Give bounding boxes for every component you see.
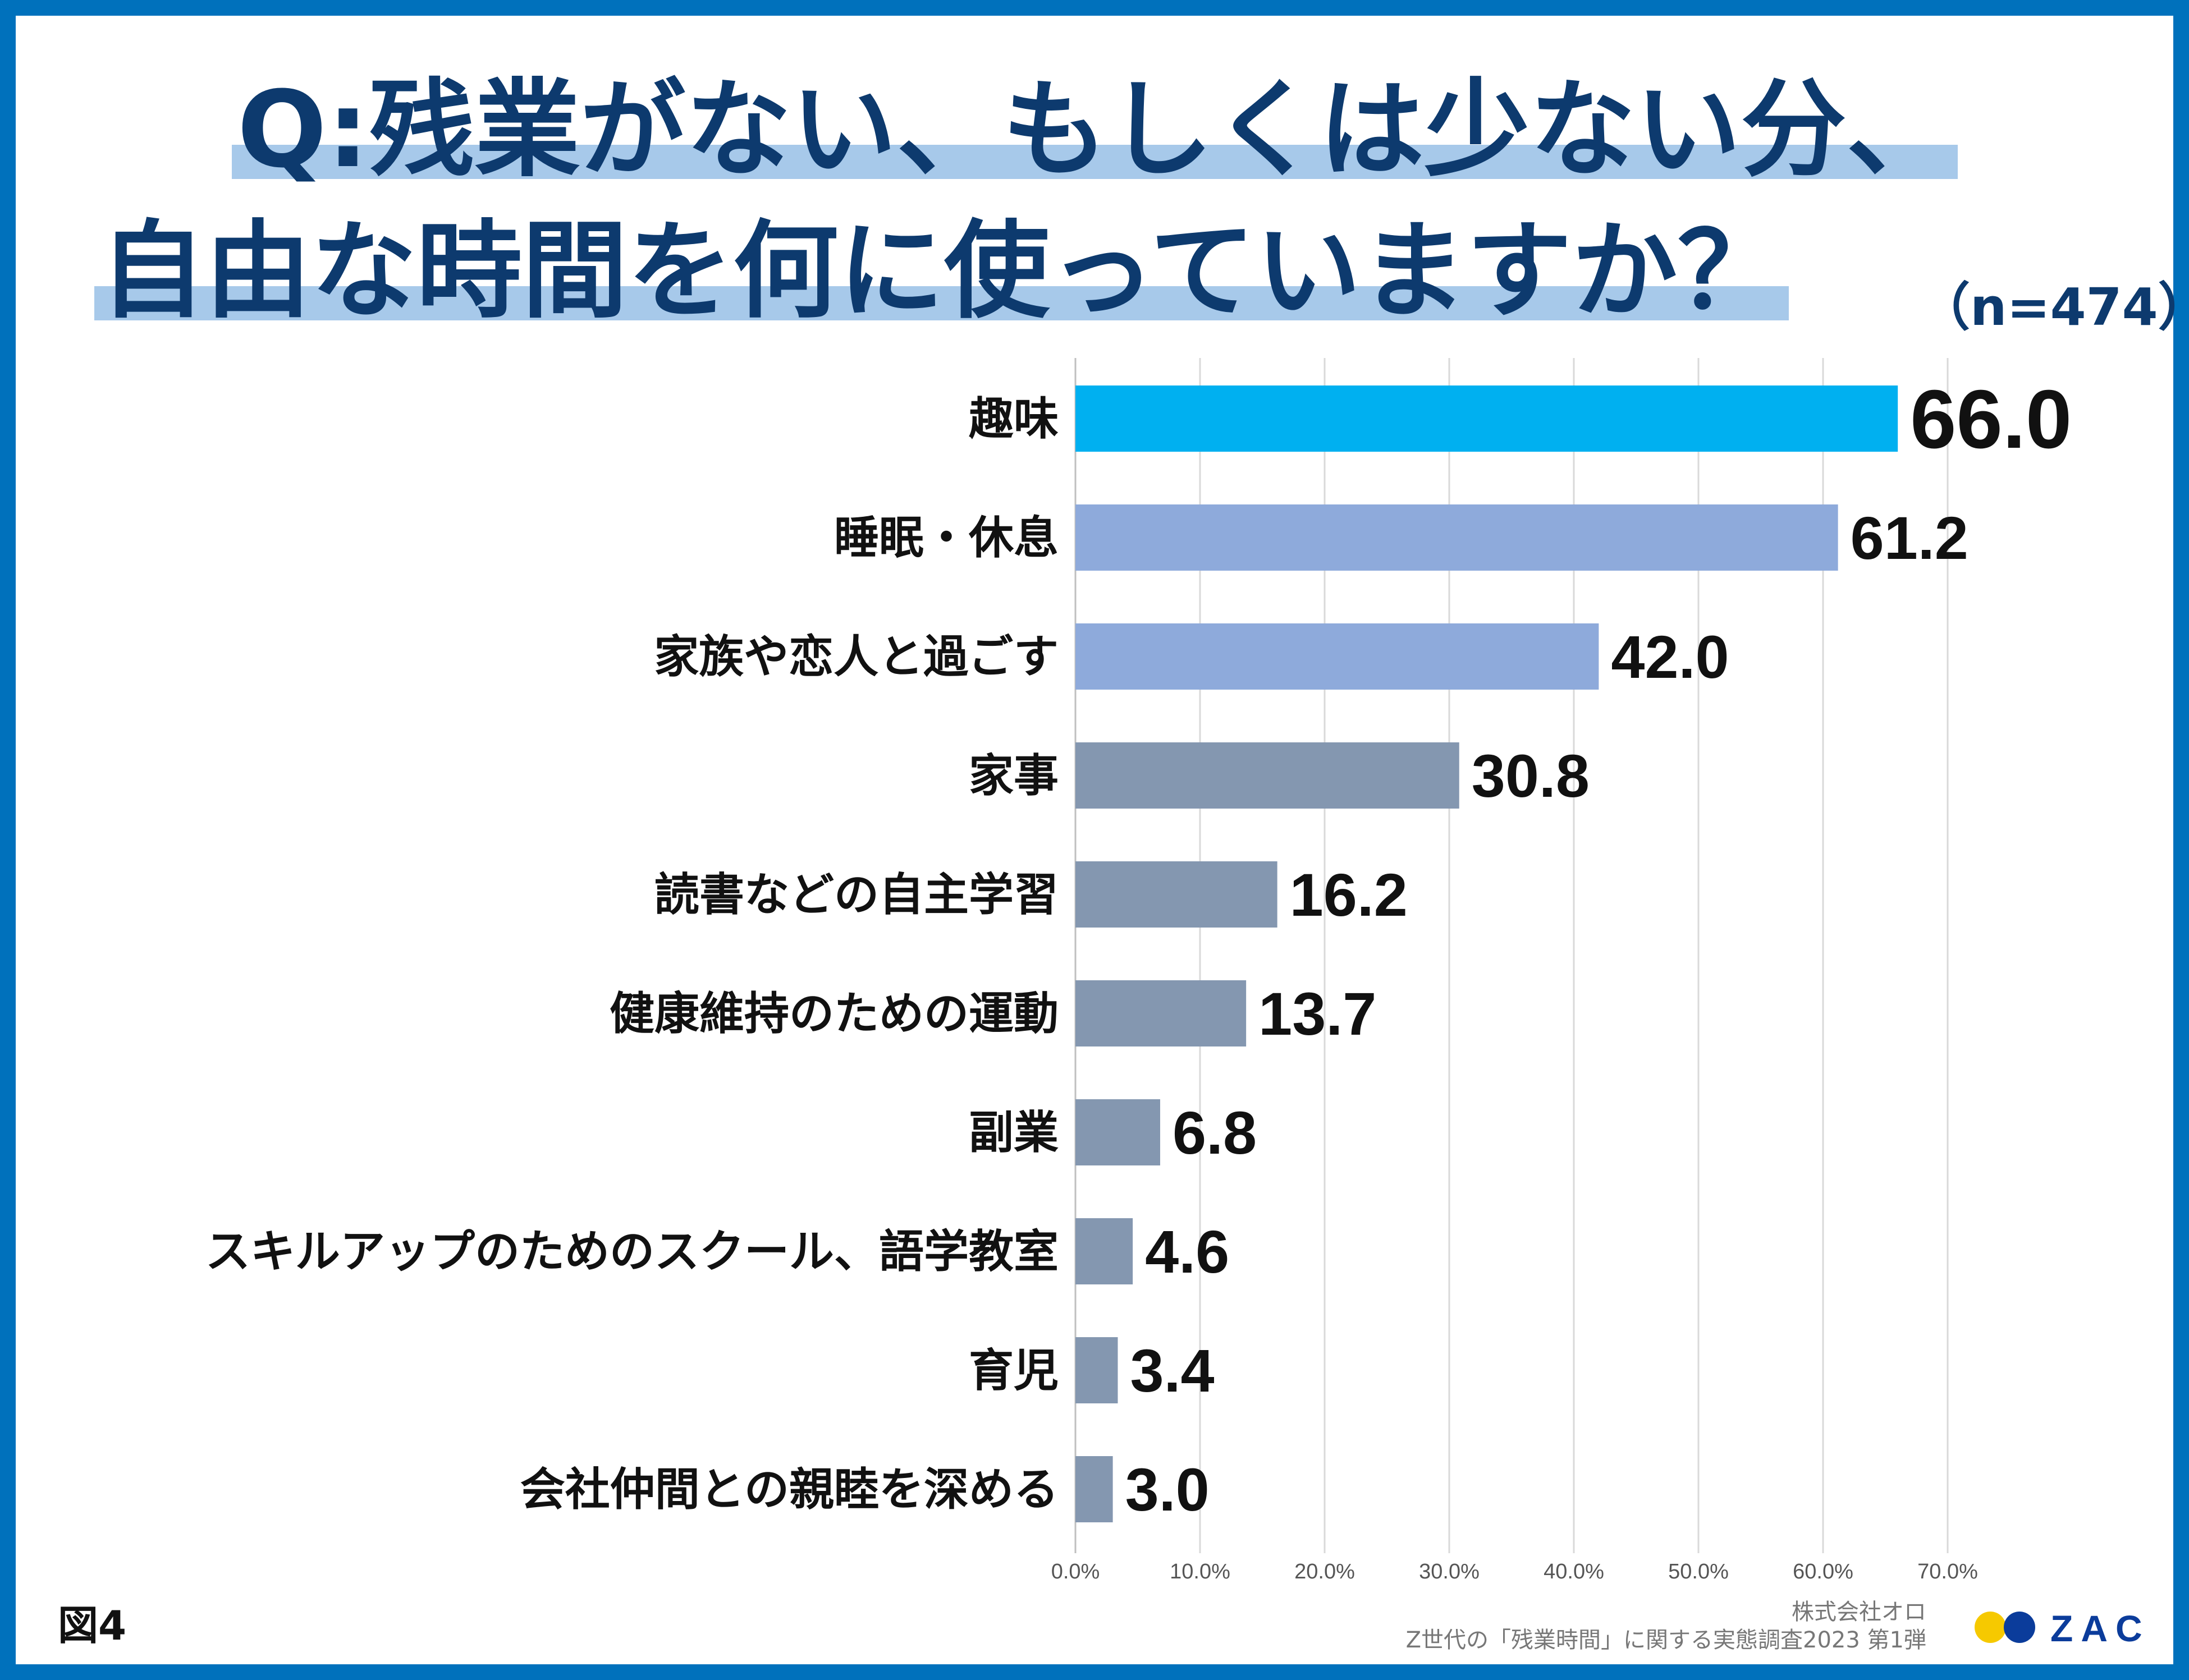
value-label: 3.4 (1130, 1337, 1214, 1404)
value-label: 61.2 (1851, 504, 1968, 572)
bar (1075, 623, 1599, 690)
value-label: 3.0 (1125, 1456, 1210, 1523)
category-label: 睡眠・休息 (834, 512, 1059, 564)
sample-size: （n=474） (1918, 277, 2189, 337)
value-label: 6.8 (1173, 1099, 1257, 1167)
bar (1075, 1456, 1113, 1522)
value-label: 16.2 (1290, 861, 1408, 929)
bar (1075, 385, 1898, 452)
logo-yellow-dot-icon (1975, 1612, 2006, 1643)
source-note: Z世代の「残業時間」に関する実態調査2023 第1弾 (1405, 1627, 1926, 1653)
x-tick-label: 20.0% (1294, 1560, 1355, 1583)
zac-logo: ZAC (1975, 1605, 2160, 1650)
bar (1075, 980, 1247, 1046)
chart-frame: Q:残業がない、もしくは少ない分、 自由な時間を何に使っていますか？ （n=47… (16, 16, 2189, 1664)
bar (1075, 742, 1459, 809)
bar (1075, 504, 1838, 571)
category-label: 健康維持のための運動 (610, 988, 1059, 1040)
x-tick-label: 50.0% (1668, 1560, 1729, 1583)
x-tick-label: 40.0% (1544, 1560, 1604, 1583)
logo-blue-dot-icon (2004, 1612, 2035, 1643)
value-label: 4.6 (1145, 1218, 1229, 1286)
labels: 0.0% 10.0% 20.0% 30.0% 40.0% 50.0% 60.0% 70.0% 趣… (205, 373, 2072, 1583)
value-label: 30.8 (1472, 742, 1590, 810)
category-label: 会社仲間との親睦を深める (520, 1463, 1059, 1516)
figure-label: 図4 (58, 1602, 127, 1649)
value-label: 42.0 (1611, 623, 1729, 691)
bar (1075, 861, 1277, 928)
x-tick-label: 30.0% (1419, 1560, 1480, 1583)
x-tick-label: 10.0% (1170, 1560, 1230, 1583)
category-label: 家族や恋人と過ごす (654, 631, 1059, 683)
bar (1075, 1099, 1160, 1165)
category-label: 読書などの自主学習 (654, 869, 1059, 921)
company-name: 株式会社オロ (1792, 1599, 1926, 1625)
x-tick-label: 60.0% (1793, 1560, 1853, 1583)
x-tick-label: 0.0% (1051, 1560, 1100, 1583)
category-label: スキルアップのためのスクール、語学教室 (205, 1225, 1059, 1278)
title-line-2-text: 自由な時間を何に使っていますか？ (94, 210, 1789, 333)
category-label: 家事 (969, 750, 1059, 802)
chart-title-line-2: 自由な時間を何に使っていますか？ (94, 210, 2189, 333)
logo-text: ZAC (2050, 1608, 2150, 1649)
bars (1075, 385, 1898, 1522)
bar (1075, 1337, 1118, 1403)
bar-chart: 0.0% 10.0% 20.0% 30.0% 40.0% 50.0% 60.0% 70.0% 趣… (205, 358, 2072, 1583)
category-label: 育児 (969, 1344, 1059, 1397)
title-line-1-text: Q:残業がない、もしくは少ない分、 (231, 68, 1958, 191)
chart-title-line-1: Q:残業がない、もしくは少ない分、 (16, 68, 2173, 191)
x-tick-label: 70.0% (1917, 1560, 1978, 1583)
category-label: 趣味 (969, 393, 1059, 445)
category-label: 副業 (969, 1107, 1059, 1159)
value-label: 13.7 (1258, 980, 1376, 1048)
bar (1075, 1218, 1133, 1284)
value-label: 66.0 (1910, 373, 2072, 466)
